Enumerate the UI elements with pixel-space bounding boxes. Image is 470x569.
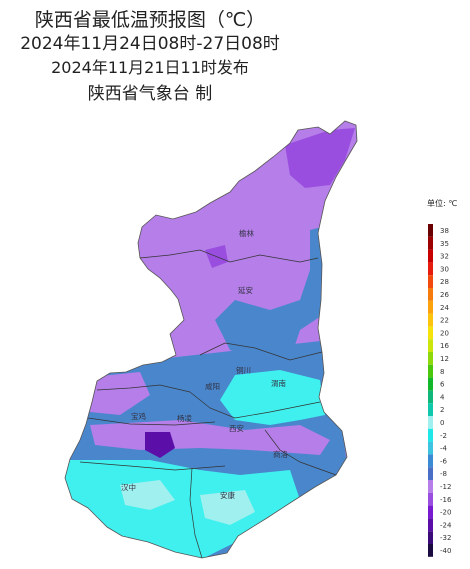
legend-swatch [428,416,433,429]
legend-label: 2 [440,406,444,414]
title-block: 陕西省最低温预报图（℃） 2024年11月24日08时-27日08时 2024年… [0,8,300,106]
legend-label: 6 [440,381,445,389]
city-label: 西安 [229,423,244,433]
legend-swatch [428,236,433,250]
legend-label: 30 [440,265,449,273]
legend-label: -20 [440,509,451,517]
zone-minus2-south [65,460,300,558]
legend-swatch [428,531,433,544]
temperature-zones [65,121,357,558]
legend-label: -8 [440,470,447,478]
legend-label: 35 [440,240,449,248]
legend-label: 4 [440,393,445,401]
legend-label: 28 [440,278,449,286]
city-label: 汉中 [121,482,136,492]
legend-swatch [428,300,433,314]
legend-label: 16 [440,342,449,350]
legend-swatch [428,275,433,288]
zone-minus8-east [215,225,330,360]
legend-swatch [428,390,433,404]
zone-minus2-guanzhong [220,370,325,425]
legend-label: -40 [440,547,451,555]
legend-swatch [428,339,433,352]
legend-swatch [428,544,433,557]
legend-swatch [428,454,433,468]
legend-swatch [428,249,433,263]
legend-swatch [428,326,433,340]
legend-swatch [428,377,433,391]
legend-swatch [428,441,433,455]
legend-label: 38 [440,227,449,235]
legend-swatch [428,518,433,532]
legend-label: 20 [440,329,449,337]
legend-label: 22 [440,317,449,325]
legend-swatch [428,492,433,506]
legend-swatch [428,403,433,416]
legend-swatch [428,505,433,519]
issue-time: 2024年11月21日11时发布 [51,58,249,77]
legend-swatch [428,288,433,301]
city-label: 宝鸡 [131,411,146,421]
legend-swatch [428,224,433,237]
city-label: 商洛 [273,449,288,459]
map-title: 陕西省最低温预报图（℃） [34,9,266,31]
city-label: 咸阳 [205,381,220,391]
legend-label: -24 [440,521,452,529]
city-label: 榆林 [239,228,254,238]
city-label: 安康 [220,490,235,500]
legend-swatch [428,352,433,365]
legend-label: 26 [440,291,449,299]
city-labels: 榆林 延安 铜川 咸阳 渭南 宝鸡 杨凌 西安 商洛 汉中 安康 [121,228,288,500]
city-label: 延安 [238,285,253,295]
legend-title: 单位: ℃ [427,199,458,208]
legend-label: 24 [440,304,449,312]
zone-zero-ankang [200,490,255,525]
city-label: 杨凌 [177,413,192,423]
legend-swatch [428,364,433,378]
city-label: 渭南 [271,378,286,388]
legend-label: -16 [440,496,452,504]
zone-minus24 [145,432,175,458]
legend-label: 12 [440,355,449,363]
legend-label: -6 [440,457,448,465]
legend-swatch [428,262,433,276]
legend-label: -2 [440,432,447,440]
city-boundaries [79,249,337,559]
zone-minus16-north [285,128,355,188]
publisher: 陕西省气象台 制 [87,84,213,104]
legend-label: -4 [440,445,448,453]
legend-label: -32 [440,534,451,542]
legend-label: 32 [440,253,449,261]
legend-label: 0 [440,419,444,427]
legend-swatch [428,313,433,327]
color-legend: 383532302826242220161286420-2-4-6-8-12-1… [428,224,452,557]
zone-zero-hanzhong [120,480,175,510]
legend-label: 8 [440,368,444,376]
legend-swatch [428,480,433,493]
legend-swatch [428,428,433,442]
city-label: 铜川 [236,365,251,375]
legend-swatch [428,467,433,480]
forecast-period: 2024年11月24日08时-27日08时 [20,34,280,54]
legend-label: -12 [440,483,451,491]
